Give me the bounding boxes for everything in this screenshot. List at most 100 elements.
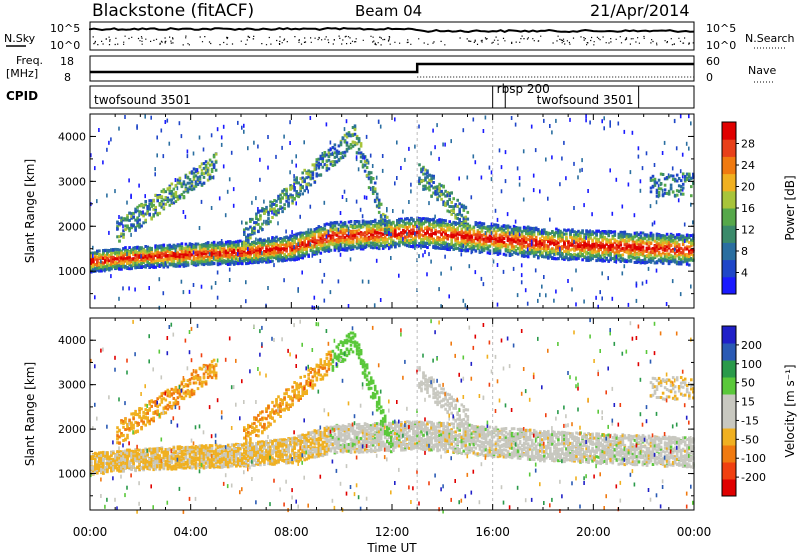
heatmap-cell [138, 222, 141, 226]
heatmap-cell [494, 208, 497, 213]
heatmap-cell [94, 256, 97, 260]
heatmap-cell [96, 260, 99, 264]
heatmap-cell [267, 217, 270, 221]
nave-tick-high: 60 [706, 55, 720, 68]
heatmap-cell [180, 134, 183, 139]
heatmap-cell [192, 283, 195, 287]
heatmap-cell [226, 189, 229, 194]
heatmap-cell [373, 181, 377, 185]
heatmap-cell [106, 257, 109, 260]
heatmap-cell [136, 221, 139, 225]
heatmap-cell [154, 244, 156, 249]
heatmap-cell [144, 200, 147, 203]
heatmap-cell [448, 294, 450, 299]
heatmap-cell [126, 262, 129, 265]
heatmap-cell [100, 253, 103, 257]
heatmap-cell [311, 253, 314, 258]
heatmap-cell [126, 214, 129, 218]
heatmap-cell [371, 164, 374, 168]
heatmap-cell [124, 259, 127, 263]
heatmap-cell [271, 216, 274, 219]
heatmap-cell [359, 207, 362, 212]
nsky-tick-low: 10^0 [50, 39, 80, 52]
heatmap-cell [166, 187, 170, 191]
heatmap-cell [108, 254, 111, 258]
heatmap-cell [108, 230, 110, 235]
heatmap-cell [202, 175, 206, 179]
heatmap-cell [170, 194, 174, 198]
heatmap-cell [375, 258, 378, 263]
heatmap-cell [110, 259, 113, 263]
heatmap-cell [144, 114, 146, 119]
heatmap-cell [325, 234, 328, 239]
heatmap-cell [146, 262, 149, 265]
heatmap-cell [164, 196, 168, 200]
heatmap-cell [176, 258, 180, 262]
heatmap-cell [154, 265, 157, 269]
heatmap-cell [168, 189, 172, 193]
heatmap-cell [245, 280, 247, 285]
nsearch-label: N.Search [745, 32, 795, 45]
heatmap-cell [136, 245, 139, 249]
heatmap-cell [504, 179, 507, 184]
heatmap-cell [132, 211, 135, 215]
heatmap-cell [253, 140, 255, 145]
heatmap-cell [174, 194, 178, 197]
heatmap-cell [148, 263, 151, 267]
heatmap-cell [168, 262, 172, 266]
heatmap-cell [160, 246, 164, 249]
nsky-label: N.Sky [4, 32, 36, 45]
heatmap-cell [158, 203, 162, 207]
heatmap-cell [176, 195, 180, 199]
heatmap-cell [118, 264, 121, 268]
freq-panel [89, 55, 695, 82]
heatmap-cell [136, 216, 139, 220]
heatmap-cell [164, 248, 168, 252]
heatmap-cell [130, 216, 133, 220]
heatmap-cell [331, 236, 335, 240]
heatmap-cell [212, 175, 215, 180]
heatmap-cell [232, 187, 235, 192]
heatmap-cell [237, 243, 240, 247]
heatmap-cell [150, 264, 153, 267]
heatmap-cell [537, 298, 539, 303]
heatmap-cell [96, 255, 99, 259]
heatmap-cell [206, 241, 210, 245]
heatmap-cell [470, 195, 473, 200]
heatmap-cell [508, 231, 511, 236]
heatmap-cell [136, 219, 139, 223]
heatmap-cell [289, 170, 291, 175]
heatmap-cell [116, 248, 119, 251]
heatmap-cell [442, 142, 444, 147]
heatmap-cell [309, 116, 312, 120]
heatmap-cell [534, 268, 537, 273]
heatmap-cell [456, 227, 459, 230]
heatmap-cell [480, 276, 483, 281]
heatmap-cell [142, 261, 145, 264]
heatmap-cell [104, 258, 107, 262]
heatmap-cell [534, 148, 537, 153]
heatmap-cell [251, 200, 253, 205]
heatmap-cell [275, 199, 278, 203]
heatmap-cell [130, 249, 133, 252]
cpid-segment-label: twofsound 3501 [537, 93, 634, 107]
heatmap-cell [379, 202, 383, 206]
heatmap-cell [124, 115, 126, 119]
heatmap-cell [114, 252, 117, 255]
heatmap-cell [144, 194, 146, 199]
heatmap-cell [373, 190, 377, 193]
heatmap-cell [156, 199, 159, 203]
heatmap-cell [418, 225, 420, 230]
heatmap-cell [178, 121, 181, 126]
nsearch-dots [92, 35, 694, 46]
heatmap-cells [90, 114, 695, 311]
heatmap-cell [488, 249, 492, 253]
nsky-trace [89, 26, 695, 46]
heatmap-cell [321, 279, 324, 284]
heatmap-cell [426, 246, 429, 249]
heatmap-cell [432, 128, 434, 133]
heatmap-cell [120, 267, 123, 271]
heatmap-cell [426, 272, 428, 277]
heatmap-cell [158, 246, 162, 250]
heatmap-cell [373, 303, 376, 308]
